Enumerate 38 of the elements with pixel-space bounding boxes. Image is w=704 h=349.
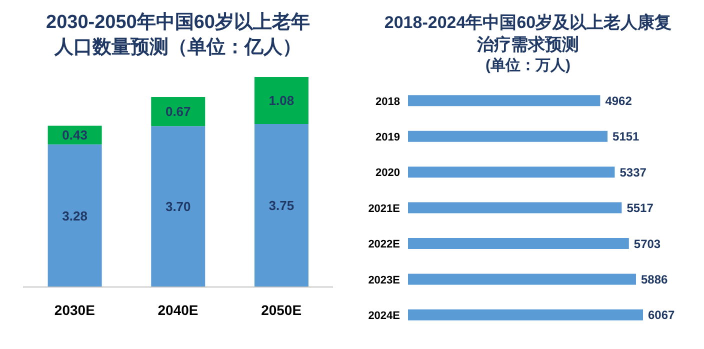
data-label: 3.70 (165, 199, 191, 214)
bar (408, 274, 636, 285)
data-label: 6067 (648, 308, 676, 322)
chart-subtitle: (单位：万人) (486, 56, 570, 75)
bar (151, 97, 206, 126)
bar (408, 309, 643, 320)
y-tick-label: 2020 (376, 167, 400, 180)
x-tick-label: 2040E (158, 302, 198, 318)
bar (151, 126, 206, 287)
data-label: 5886 (640, 272, 668, 286)
data-label: 0.43 (62, 128, 88, 143)
bar (48, 144, 102, 287)
x-tick-label: 2030E (54, 302, 95, 318)
x-tick-label: 2050E (261, 302, 302, 318)
data-label: 0.67 (165, 104, 191, 120)
y-tick-label: 2022E (368, 238, 400, 251)
data-label: 3.75 (268, 198, 294, 214)
bar (408, 166, 615, 178)
bar (408, 202, 622, 214)
y-tick-label: 2021E (368, 202, 400, 215)
data-label: 5337 (620, 165, 647, 180)
data-label: 5517 (626, 201, 654, 216)
data-label: 1.08 (268, 93, 294, 108)
bar (408, 95, 600, 106)
bar (408, 238, 629, 249)
data-label: 5703 (634, 236, 661, 251)
data-label: 4962 (605, 94, 632, 108)
bar (254, 124, 308, 287)
y-tick-label: 2019 (376, 131, 400, 144)
bar (254, 77, 308, 124)
chart-title: 2030-2050年中国60岁以上老年人口数量预测（单位：亿人） (45, 11, 311, 60)
y-tick-label: 2024E (368, 310, 400, 322)
y-tick-label: 2023E (368, 274, 400, 286)
data-label: 3.28 (62, 208, 88, 224)
bar (408, 130, 608, 142)
chart-title: 2018-2024年中国60岁及以上老人康复治疗需求预测 (383, 12, 673, 56)
data-label: 5151 (612, 130, 640, 144)
y-tick-label: 2018 (376, 96, 400, 108)
